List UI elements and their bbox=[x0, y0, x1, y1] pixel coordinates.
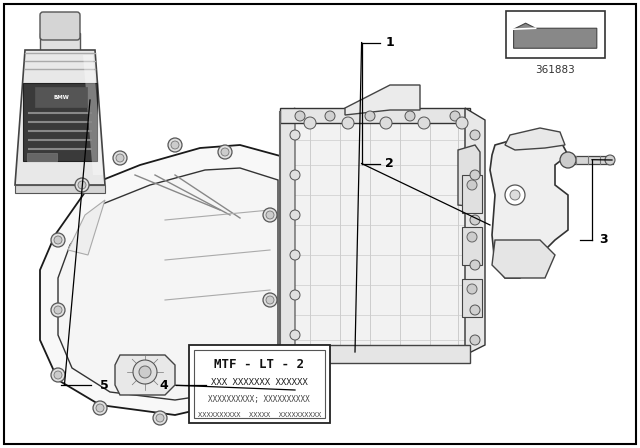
Text: 361883: 361883 bbox=[535, 65, 575, 75]
Circle shape bbox=[470, 130, 480, 140]
Polygon shape bbox=[345, 85, 420, 115]
Polygon shape bbox=[15, 50, 105, 185]
Circle shape bbox=[456, 117, 468, 129]
Polygon shape bbox=[83, 55, 103, 175]
Circle shape bbox=[221, 148, 229, 156]
Text: XXX XXXXXXX XXXXXX: XXX XXXXXXX XXXXXX bbox=[211, 379, 308, 388]
Polygon shape bbox=[490, 135, 568, 278]
Bar bbox=[280, 108, 470, 123]
Polygon shape bbox=[514, 23, 597, 48]
Text: MTF - LT - 2: MTF - LT - 2 bbox=[214, 358, 304, 371]
Circle shape bbox=[51, 303, 65, 317]
Circle shape bbox=[418, 117, 430, 129]
Circle shape bbox=[263, 383, 277, 397]
Polygon shape bbox=[40, 145, 295, 415]
Bar bbox=[506, 11, 605, 58]
Polygon shape bbox=[505, 128, 565, 150]
Circle shape bbox=[605, 155, 615, 165]
Polygon shape bbox=[492, 240, 555, 278]
Circle shape bbox=[75, 178, 89, 192]
Circle shape bbox=[470, 260, 480, 270]
Circle shape bbox=[365, 111, 375, 121]
Polygon shape bbox=[458, 145, 480, 207]
Text: 4: 4 bbox=[159, 379, 168, 392]
Text: 1: 1 bbox=[385, 36, 394, 49]
Bar bbox=[462, 175, 482, 213]
Circle shape bbox=[263, 293, 277, 307]
Circle shape bbox=[171, 141, 179, 149]
Circle shape bbox=[470, 215, 480, 225]
Circle shape bbox=[505, 185, 525, 205]
Bar bbox=[35, 87, 87, 107]
Circle shape bbox=[290, 130, 300, 140]
Circle shape bbox=[342, 117, 354, 129]
Bar bbox=[27, 153, 57, 161]
Circle shape bbox=[168, 138, 182, 152]
Circle shape bbox=[153, 411, 167, 425]
Circle shape bbox=[51, 368, 65, 382]
Circle shape bbox=[54, 371, 62, 379]
FancyBboxPatch shape bbox=[40, 12, 80, 40]
Polygon shape bbox=[68, 200, 105, 255]
Circle shape bbox=[54, 306, 62, 314]
Circle shape bbox=[263, 208, 277, 222]
Polygon shape bbox=[465, 108, 485, 355]
Circle shape bbox=[290, 170, 300, 180]
Circle shape bbox=[467, 232, 477, 242]
Circle shape bbox=[560, 152, 576, 168]
Circle shape bbox=[266, 386, 274, 394]
Bar bbox=[194, 350, 324, 418]
Circle shape bbox=[266, 211, 274, 219]
Circle shape bbox=[96, 404, 104, 412]
Circle shape bbox=[221, 404, 229, 412]
Bar bbox=[15, 185, 105, 193]
Bar bbox=[40, 33, 80, 53]
Circle shape bbox=[380, 117, 392, 129]
Circle shape bbox=[290, 250, 300, 260]
Circle shape bbox=[133, 360, 157, 384]
Circle shape bbox=[405, 111, 415, 121]
Circle shape bbox=[295, 111, 305, 121]
Bar bbox=[462, 279, 482, 317]
Circle shape bbox=[450, 111, 460, 121]
Circle shape bbox=[78, 181, 86, 189]
Circle shape bbox=[266, 296, 274, 304]
Circle shape bbox=[116, 154, 124, 162]
Circle shape bbox=[51, 233, 65, 247]
Circle shape bbox=[54, 236, 62, 244]
Circle shape bbox=[218, 145, 232, 159]
Text: 5: 5 bbox=[100, 379, 109, 392]
Bar bbox=[189, 345, 330, 423]
Bar bbox=[462, 227, 482, 265]
Polygon shape bbox=[280, 115, 470, 350]
Circle shape bbox=[470, 335, 480, 345]
Circle shape bbox=[467, 284, 477, 294]
Circle shape bbox=[290, 330, 300, 340]
Circle shape bbox=[156, 414, 164, 422]
Circle shape bbox=[510, 190, 520, 200]
Circle shape bbox=[218, 401, 232, 415]
Text: XXXXXXXXXX; XXXXXXXXXX: XXXXXXXXXX; XXXXXXXXXX bbox=[209, 396, 310, 405]
Circle shape bbox=[304, 117, 316, 129]
Circle shape bbox=[325, 111, 335, 121]
Polygon shape bbox=[280, 108, 295, 358]
Bar bbox=[568, 156, 613, 164]
Text: BMW: BMW bbox=[53, 95, 69, 99]
Circle shape bbox=[290, 210, 300, 220]
Circle shape bbox=[470, 305, 480, 315]
Polygon shape bbox=[58, 168, 278, 400]
Circle shape bbox=[113, 151, 127, 165]
Text: XXXXXXXXXX  XXXXX  XXXXXXXXXX: XXXXXXXXXX XXXXX XXXXXXXXXX bbox=[198, 412, 321, 418]
Circle shape bbox=[467, 180, 477, 190]
Text: 3: 3 bbox=[600, 233, 608, 246]
Polygon shape bbox=[115, 355, 175, 395]
Circle shape bbox=[470, 170, 480, 180]
Circle shape bbox=[93, 401, 107, 415]
Bar bbox=[280, 345, 470, 363]
Circle shape bbox=[290, 290, 300, 300]
Text: 2: 2 bbox=[385, 157, 394, 170]
Circle shape bbox=[139, 366, 151, 378]
Bar bbox=[23, 83, 97, 161]
